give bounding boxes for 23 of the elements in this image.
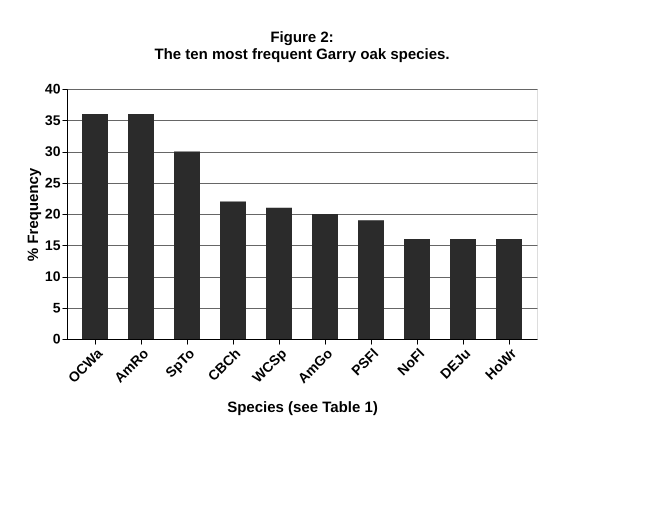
bar — [82, 114, 108, 339]
y-tick-label: 25 — [44, 174, 61, 190]
bar — [220, 202, 246, 339]
bar — [312, 214, 338, 339]
y-tick-label: 10 — [44, 268, 61, 284]
bar — [404, 239, 430, 339]
bar — [128, 114, 154, 339]
x-axis-title: Species (see Table 1) — [227, 399, 378, 416]
bar — [496, 239, 522, 339]
y-axis-title: % Frequency — [24, 167, 42, 262]
y-tick-label: 30 — [44, 143, 61, 159]
y-tick-label: 40 — [44, 80, 61, 96]
bar — [450, 239, 476, 339]
bar — [266, 208, 292, 339]
bar — [358, 220, 384, 339]
text: Figure 2: — [270, 29, 334, 46]
y-tick-label: 0 — [52, 330, 61, 346]
y-tick-label: 15 — [44, 236, 61, 253]
bar — [174, 152, 200, 339]
text: The ten most frequent Garry oak species. — [154, 46, 450, 63]
y-tick-label: 5 — [52, 299, 61, 316]
y-tick-label: 20 — [44, 206, 61, 222]
y-tick-label: 35 — [44, 112, 61, 128]
